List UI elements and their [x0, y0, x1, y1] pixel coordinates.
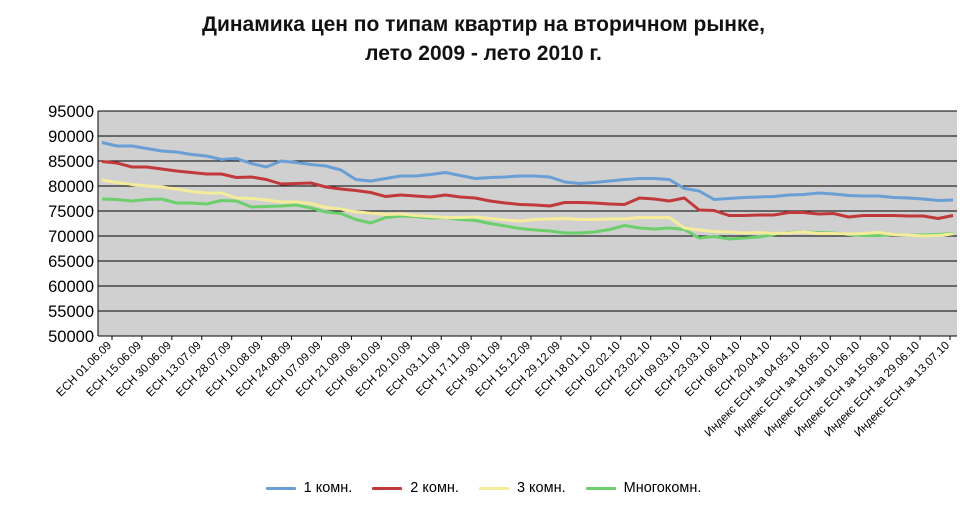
legend-item: 3 комн. — [478, 480, 566, 496]
legend-label: Многокомн. — [623, 480, 702, 496]
legend-swatch — [478, 486, 509, 490]
series-line-1 — [101, 141, 954, 202]
chart-title-line-1: Динамика цен по типам квартир на вторичн… — [202, 13, 765, 36]
legend-item: 2 комн. — [372, 480, 459, 496]
chart-title: Динамика цен по типам квартир на вторичн… — [0, 10, 967, 68]
legend-swatch — [372, 486, 403, 490]
y-axis-ticks: 95000 90000 85000 80000 75000 70000 65000 60000… — [48, 103, 94, 346]
legend-item: 1 комн. — [265, 480, 353, 496]
y-tick-label: 70000 — [48, 228, 94, 246]
y-tick-label: 55000 — [48, 303, 94, 321]
y-tick-label: 60000 — [48, 278, 94, 296]
line-chart: 95000 90000 85000 80000 75000 70000 65000 60000… — [48, 103, 957, 439]
y-tick-label: 95000 — [48, 103, 94, 121]
y-tick-label: 80000 — [48, 178, 94, 196]
legend-label: 1 комн. — [303, 480, 353, 496]
series-line-3 — [101, 178, 954, 238]
legend-swatch — [265, 486, 296, 490]
series-line-2 — [101, 160, 954, 220]
series-lines — [101, 141, 954, 241]
y-tick-label: 90000 — [48, 128, 94, 146]
chart-title-line-2: лето 2009 - лето 2010 г. — [365, 42, 602, 65]
legend-label: 2 комн. — [410, 480, 459, 496]
legend-label: 3 комн. — [516, 480, 566, 496]
legend-swatch — [585, 486, 616, 490]
y-tick-label: 50000 — [48, 328, 94, 346]
y-tick-label: 85000 — [48, 153, 94, 171]
plot-area — [98, 111, 957, 336]
y-tick-label: 75000 — [48, 203, 94, 221]
legend-item: Многокомн. — [585, 480, 702, 496]
legend: 1 комн. 2 комн. 3 комн. Многокомн. — [0, 480, 967, 496]
y-tick-label: 65000 — [48, 253, 94, 271]
gridlines — [97, 110, 957, 337]
